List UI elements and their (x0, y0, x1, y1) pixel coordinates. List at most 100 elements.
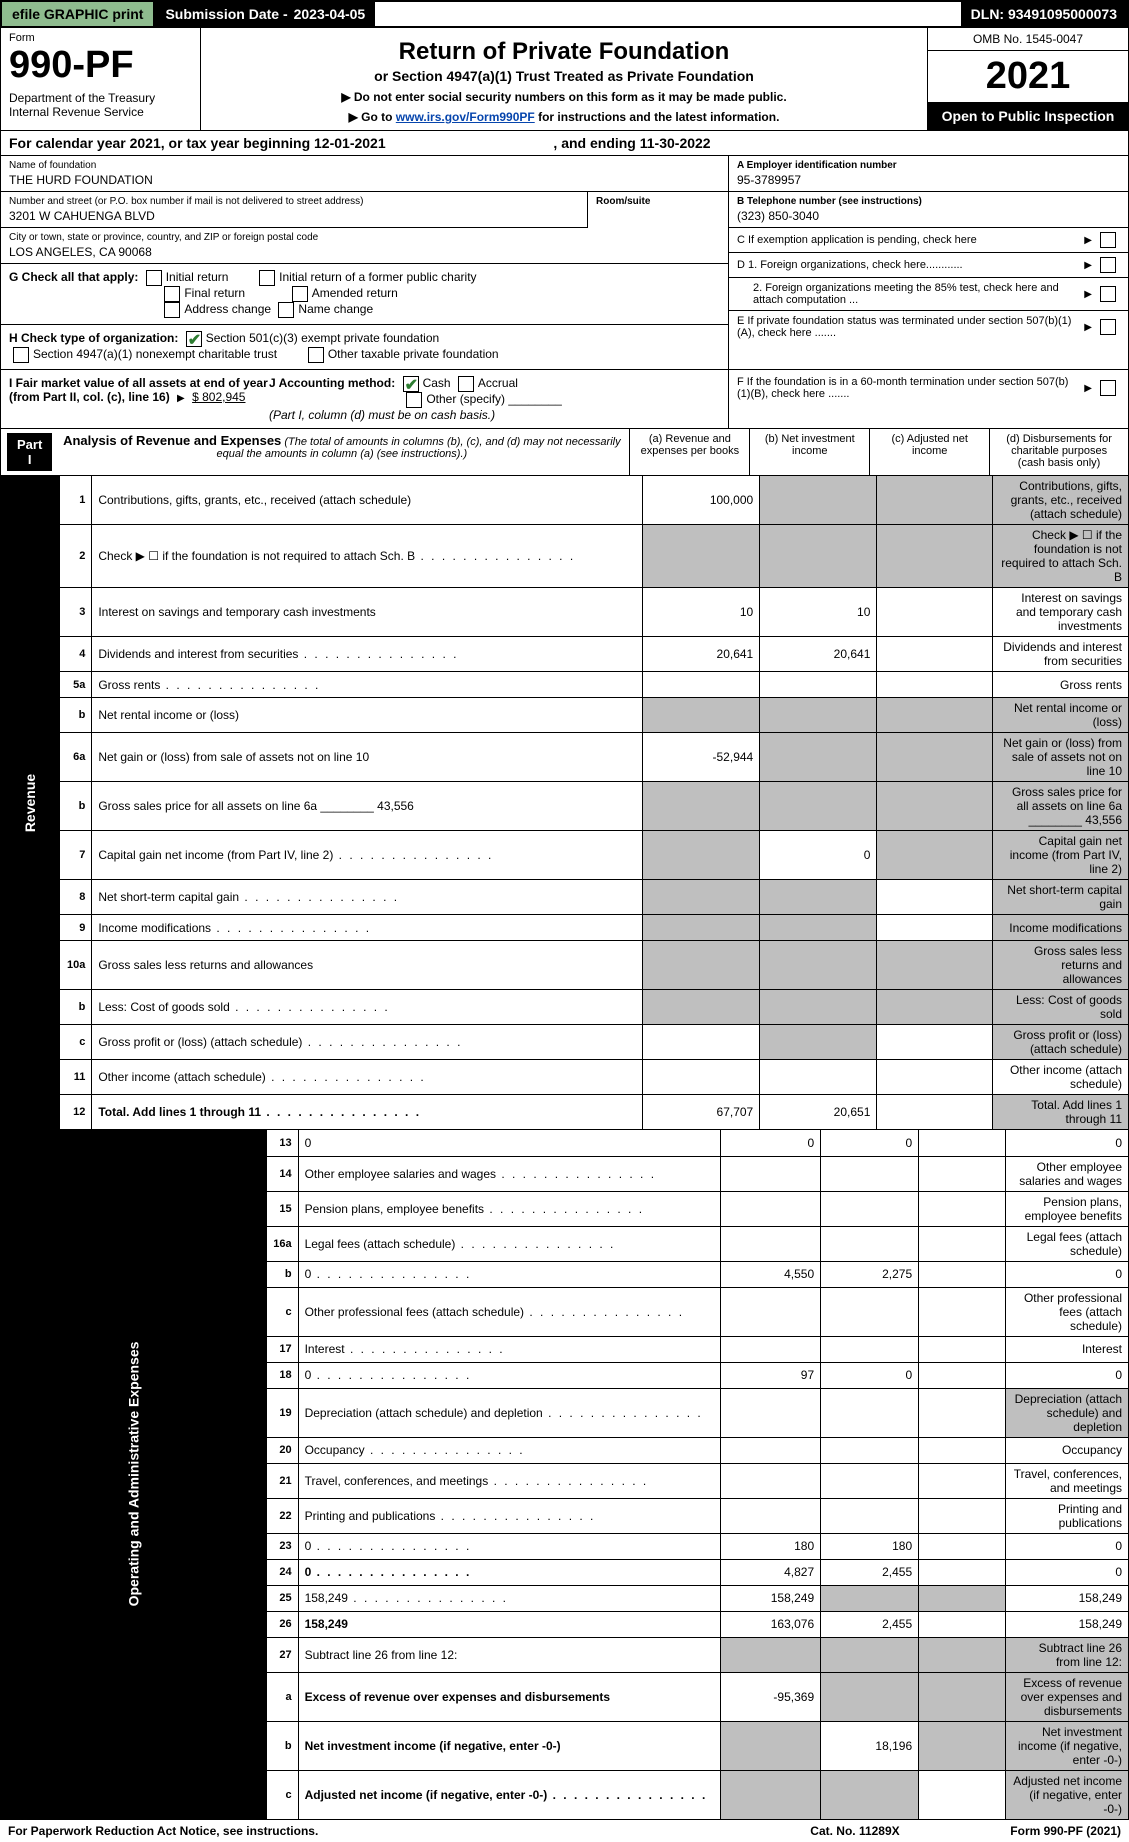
cell-a: 67,707 (642, 1095, 759, 1130)
cell-b (760, 990, 877, 1025)
cell-a (642, 990, 759, 1025)
checkbox-address[interactable] (164, 302, 180, 318)
checkbox-amended[interactable] (292, 286, 308, 302)
cell-d: Printing and publications (1005, 1498, 1128, 1533)
row-desc: Pension plans, employee benefits (298, 1191, 720, 1226)
row-no: 20 (266, 1437, 298, 1463)
row-desc: Gross sales price for all assets on line… (92, 782, 642, 831)
cell-c (919, 1336, 1006, 1362)
cell-b: 0 (760, 831, 877, 880)
row-desc: Legal fees (attach schedule) (298, 1226, 720, 1261)
department: Department of the Treasury Internal Reve… (9, 91, 192, 119)
cell-c (877, 880, 993, 915)
f-item: F If the foundation is in a 60-month ter… (728, 370, 1128, 428)
cell-b: 20,641 (760, 637, 877, 672)
f-text: F If the foundation is in a 60-month ter… (737, 376, 1080, 400)
cell-a (642, 525, 759, 588)
cell-d: 158,249 (1005, 1585, 1128, 1611)
checkbox-d1[interactable] (1100, 257, 1116, 273)
cell-a: -95,369 (721, 1672, 821, 1721)
cell-b (821, 1156, 919, 1191)
cell-d: Travel, conferences, and meetings (1005, 1463, 1128, 1498)
arrow-icon (1084, 321, 1092, 333)
arrow-icon (177, 390, 185, 404)
cell-d: Income modifications (993, 915, 1129, 941)
row-desc: Interest (298, 1336, 720, 1362)
form-header: Form 990-PF Department of the Treasury I… (0, 28, 1129, 131)
row-no: 5a (60, 672, 92, 698)
row-no: 8 (60, 880, 92, 915)
checkbox-c[interactable] (1100, 232, 1116, 248)
cell-a (721, 1437, 821, 1463)
cell-d: Interest (1005, 1336, 1128, 1362)
cell-d: Excess of revenue over expenses and disb… (1005, 1672, 1128, 1721)
checkbox-namechg[interactable] (278, 302, 294, 318)
row-no: 9 (60, 915, 92, 941)
cell-c (919, 1362, 1006, 1388)
note2-post: for instructions and the latest informat… (535, 110, 780, 124)
j-accrual: Accrual (478, 376, 518, 390)
checkbox-4947[interactable] (13, 347, 29, 363)
g-opt-3: Amended return (312, 286, 398, 300)
h-opt-3: Other taxable private foundation (328, 347, 499, 361)
row-no: 1 (60, 476, 92, 525)
header-mid: Return of Private Foundation or Section … (201, 28, 928, 130)
cell-b (821, 1463, 919, 1498)
cell-b (760, 1025, 877, 1060)
cell-c (877, 915, 993, 941)
d1-item: D 1. Foreign organizations, check here..… (729, 253, 1128, 278)
cell-a (721, 1770, 821, 1819)
cell-c (919, 1559, 1006, 1585)
j-other: Other (specify) (426, 392, 505, 406)
checkbox-d2[interactable] (1100, 286, 1116, 302)
row-no: 25 (266, 1585, 298, 1611)
checkbox-cash[interactable] (403, 376, 419, 392)
cell-b (821, 1191, 919, 1226)
row-desc: Less: Cost of goods sold (92, 990, 642, 1025)
row-desc: Gross profit or (loss) (attach schedule) (92, 1025, 642, 1060)
addr: 3201 W CAHUENGA BLVD (9, 209, 579, 223)
note2-pre: ▶ Go to (349, 110, 396, 124)
cell-b: 2,275 (821, 1261, 919, 1287)
cell-b: 10 (760, 588, 877, 637)
checkbox-501c3[interactable] (186, 331, 202, 347)
note-1: ▶ Do not enter social security numbers o… (213, 90, 915, 104)
row-desc: Dividends and interest from securities (92, 637, 642, 672)
phone-label: B Telephone number (see instructions) (737, 196, 1120, 207)
checkbox-other-taxable[interactable] (308, 347, 324, 363)
irs-link[interactable]: www.irs.gov/Form990PF (396, 110, 535, 124)
j-note: (Part I, column (d) must be on cash basi… (269, 408, 495, 422)
form-subtitle: or Section 4947(a)(1) Trust Treated as P… (213, 68, 915, 84)
checkbox-final[interactable] (164, 286, 180, 302)
part-title: Analysis of Revenue and Expenses (63, 433, 281, 448)
cell-b (760, 525, 877, 588)
revenue-table: Revenue1Contributions, gifts, grants, et… (0, 476, 1129, 1130)
checkbox-e[interactable] (1100, 319, 1116, 335)
cell-d: Net investment income (if negative, ente… (1005, 1721, 1128, 1770)
cell-c (919, 1611, 1006, 1637)
checkbox-accrual[interactable] (458, 376, 474, 392)
cell-a (721, 1498, 821, 1533)
row-desc: Check ▶ ☐ if the foundation is not requi… (92, 525, 642, 588)
g-check: G Check all that apply: Initial return I… (1, 264, 728, 325)
checkbox-initial[interactable] (146, 270, 162, 286)
sub-date: 2023-04-05 (294, 6, 366, 22)
row-no: 18 (266, 1362, 298, 1388)
cell-d: 0 (1005, 1559, 1128, 1585)
cell-c (877, 672, 993, 698)
checkbox-f[interactable] (1100, 380, 1116, 396)
expense-table: Operating and Administrative Expenses130… (0, 1130, 1129, 1820)
efile-button[interactable]: efile GRAPHIC print (2, 2, 155, 26)
row-no: b (60, 698, 92, 733)
part-title-cell: Part I Analysis of Revenue and Expenses … (1, 429, 630, 475)
cell-c (919, 1672, 1006, 1721)
cell-d: 158,249 (1005, 1611, 1128, 1637)
cell-c (877, 525, 993, 588)
cell-d: Interest on savings and temporary cash i… (993, 588, 1129, 637)
checkbox-other-method[interactable] (406, 392, 422, 408)
row-no: 17 (266, 1336, 298, 1362)
g-opt-4: Address change (184, 302, 271, 316)
cell-c (919, 1585, 1006, 1611)
row-desc: Subtract line 26 from line 12: (298, 1637, 720, 1672)
checkbox-initial-pc[interactable] (259, 270, 275, 286)
